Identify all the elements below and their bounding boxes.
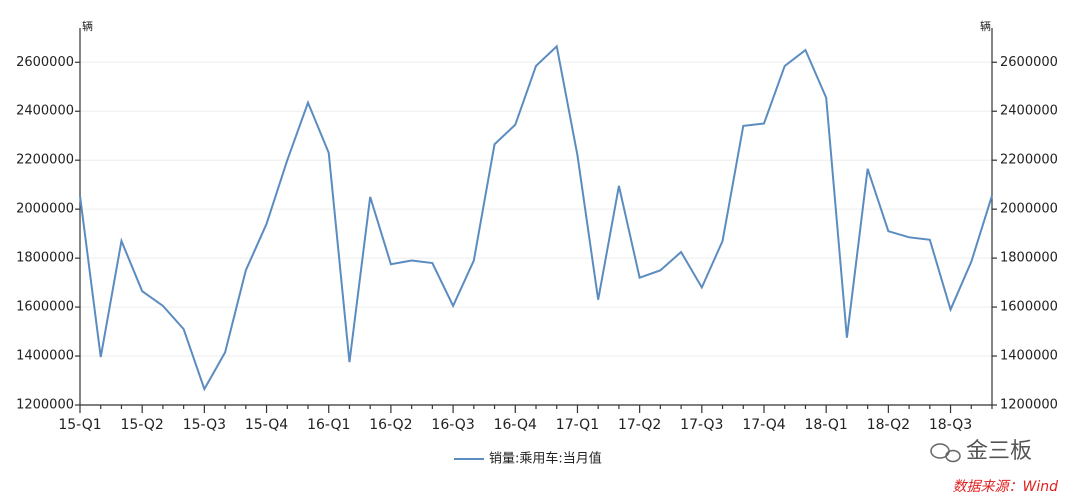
y2-tick-label: 2400000 xyxy=(1000,104,1058,119)
x-tick-label: 15-Q3 xyxy=(183,417,226,433)
y-unit: 辆 xyxy=(82,19,93,33)
y2-tick-label: 1200000 xyxy=(1000,398,1058,413)
x-tick-label: 18-Q1 xyxy=(805,417,848,433)
line xyxy=(79,44,993,392)
y-tick-label: 1200000 xyxy=(16,398,74,413)
x-tick-label: 17-Q4 xyxy=(742,417,785,433)
x-tick-label: 17-Q2 xyxy=(618,417,661,433)
x-tick-label: 16-Q1 xyxy=(307,417,350,433)
y2-tick-label: 1800000 xyxy=(1000,251,1058,266)
y-tick-label: 1800000 xyxy=(16,251,74,266)
y-tick-label: 2400000 xyxy=(16,104,74,119)
x-tick-label: 16-Q2 xyxy=(369,417,412,433)
watermark-icon xyxy=(930,443,961,463)
x-tick-label: 17-Q1 xyxy=(556,417,599,433)
y2-tick-label: 2600000 xyxy=(1000,55,1058,70)
y-tick-label: 1400000 xyxy=(16,349,74,364)
x-tick-label: 17-Q3 xyxy=(680,417,723,433)
x-tick-label: 16-Q3 xyxy=(431,417,474,433)
source: 数据来源：Wind xyxy=(953,479,1059,495)
x-tick-label: 15-Q2 xyxy=(121,417,164,433)
y-tick-label: 2600000 xyxy=(16,55,74,70)
x-tick-label: 15-Q4 xyxy=(245,417,288,433)
x-tick-label: 18-Q2 xyxy=(867,417,910,433)
y-tick-label: 1600000 xyxy=(16,300,74,315)
y2-tick-label: 2200000 xyxy=(1000,153,1058,168)
y2-unit: 辆 xyxy=(980,19,991,33)
y-tick-label: 2000000 xyxy=(16,202,74,217)
x-tick-label: 15-Q1 xyxy=(58,417,101,433)
y2-tick-label: 1400000 xyxy=(1000,349,1058,364)
watermark: 金三板 xyxy=(966,439,1032,464)
y2-tick-label: 1600000 xyxy=(1000,300,1058,315)
x-tick-label: 18-Q3 xyxy=(929,417,972,433)
y2-tick-label: 2000000 xyxy=(1000,202,1058,217)
y-tick-label: 2200000 xyxy=(16,153,74,168)
x-tick-label: 16-Q4 xyxy=(494,417,537,433)
legend-label: 销量:乘用车:当月值 xyxy=(489,451,602,467)
